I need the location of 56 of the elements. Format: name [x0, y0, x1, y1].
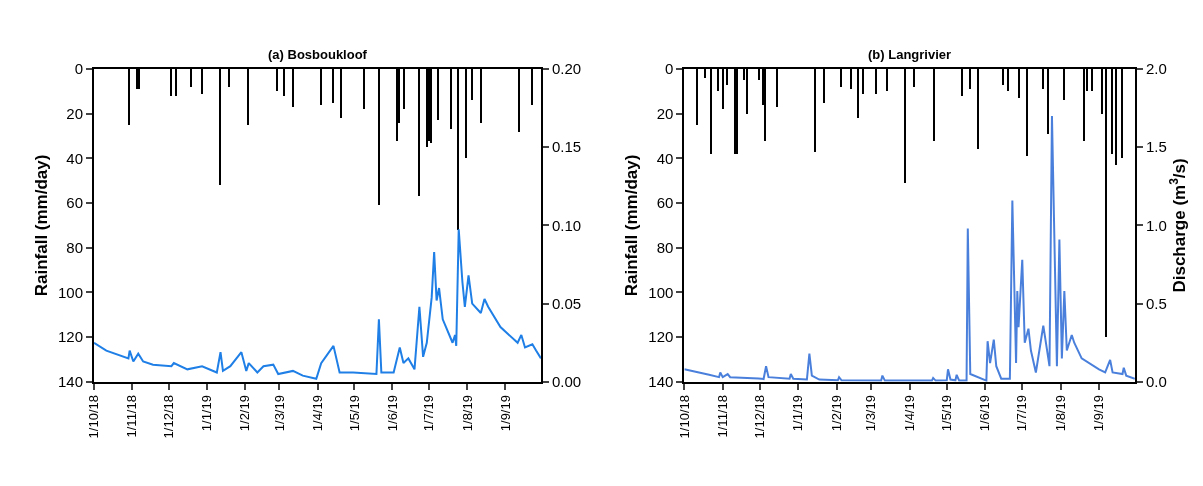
y-tick-label: 0 — [665, 60, 674, 78]
x-tick-label: 1/7/19 — [421, 395, 437, 432]
y-tick-label: 140 — [648, 373, 674, 391]
y2-tick-label: 2.0 — [1145, 60, 1167, 78]
line-series — [94, 228, 541, 380]
x-tick-label: 1/2/19 — [828, 395, 844, 432]
y-axis-title: Rainfall (mm/day) — [622, 154, 642, 297]
x-tick-label: 1/5/19 — [346, 395, 362, 432]
x-tick-label: 1/9/19 — [497, 395, 513, 432]
y-tick-label: 40 — [656, 149, 674, 167]
x-tick-label: 1/5/19 — [938, 395, 954, 432]
y2-tick-label: 0.5 — [1145, 294, 1167, 312]
x-tick-label: 1/3/19 — [271, 395, 287, 432]
y-tick-label: 20 — [656, 104, 674, 122]
x-tick-label: 1/12/18 — [752, 395, 768, 439]
chart-title: (b) Langrivier — [868, 47, 952, 62]
y2-tick-label: 1.0 — [1145, 216, 1167, 234]
y-axis-title: Rainfall (mm/day) — [32, 154, 52, 297]
x-tick-label: 1/1/19 — [790, 395, 806, 432]
x-tick-label: 1/8/19 — [1052, 395, 1068, 432]
x-tick-label: 1/10/18 — [86, 395, 102, 439]
x-tick-label: 1/6/19 — [977, 395, 993, 432]
y2-tick-label: 1.5 — [1145, 138, 1167, 156]
y-tick-label: 100 — [648, 283, 674, 301]
y-tick-label: 20 — [66, 104, 84, 122]
x-tick-label: 1/12/18 — [161, 395, 177, 439]
y2-tick-label: 0.20 — [551, 60, 582, 78]
y2-tick-label: 0.0 — [1145, 373, 1167, 391]
y2-tick-label: 0.00 — [551, 373, 582, 391]
x-tick-label: 1/11/18 — [714, 395, 730, 438]
x-tick-label: 1/9/19 — [1091, 395, 1107, 432]
y2-tick-label: 0.05 — [551, 294, 582, 312]
x-tick-label: 1/7/19 — [1014, 395, 1030, 432]
y2-tick-label: 0.10 — [551, 216, 582, 234]
x-tick-label: 1/11/18 — [124, 395, 140, 438]
y-tick-label: 40 — [66, 149, 84, 167]
x-tick-label: 1/4/19 — [901, 395, 917, 432]
y2-tick-label: 0.15 — [551, 138, 582, 156]
y-tick-label: 60 — [656, 194, 674, 212]
x-tick-label: 1/8/19 — [459, 395, 475, 432]
x-tick-label: 1/4/19 — [309, 395, 325, 432]
y-tick-label: 100 — [58, 283, 84, 301]
line-series — [684, 114, 1135, 382]
x-tick-label: 1/10/18 — [676, 395, 692, 439]
x-tick-label: 1/6/19 — [384, 395, 400, 432]
y-tick-label: 140 — [58, 373, 84, 391]
y-tick-label: 0 — [74, 60, 84, 78]
y-tick-label: 80 — [66, 239, 84, 257]
y-tick-label: 80 — [656, 239, 674, 257]
y-tick-label: 120 — [648, 328, 674, 346]
chart-title: (a) Bosboukloof — [268, 47, 368, 62]
y-tick-label: 120 — [58, 328, 84, 346]
x-tick-label: 1/3/19 — [863, 395, 879, 432]
x-tick-label: 1/1/19 — [199, 395, 215, 432]
y-tick-label: 60 — [66, 194, 84, 212]
x-tick-label: 1/2/19 — [237, 395, 253, 432]
